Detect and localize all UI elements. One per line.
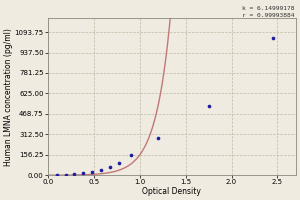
Point: [271, 36, 275, 39]
Point: [89, 170, 94, 174]
Point: [206, 104, 211, 107]
Point: [64, 173, 69, 176]
Text: k = 6.14999178
r = 0.99993884: k = 6.14999178 r = 0.99993884: [242, 6, 294, 18]
Point: [99, 168, 103, 172]
Point: [117, 161, 122, 164]
Point: [71, 172, 76, 176]
Point: [108, 166, 113, 169]
Y-axis label: Human LMNA concentration (pg/ml): Human LMNA concentration (pg/ml): [4, 28, 13, 166]
X-axis label: Optical Density: Optical Density: [142, 187, 201, 196]
Point: [156, 136, 161, 140]
Point: [80, 172, 85, 175]
Point: [55, 173, 59, 177]
Point: [128, 153, 133, 157]
